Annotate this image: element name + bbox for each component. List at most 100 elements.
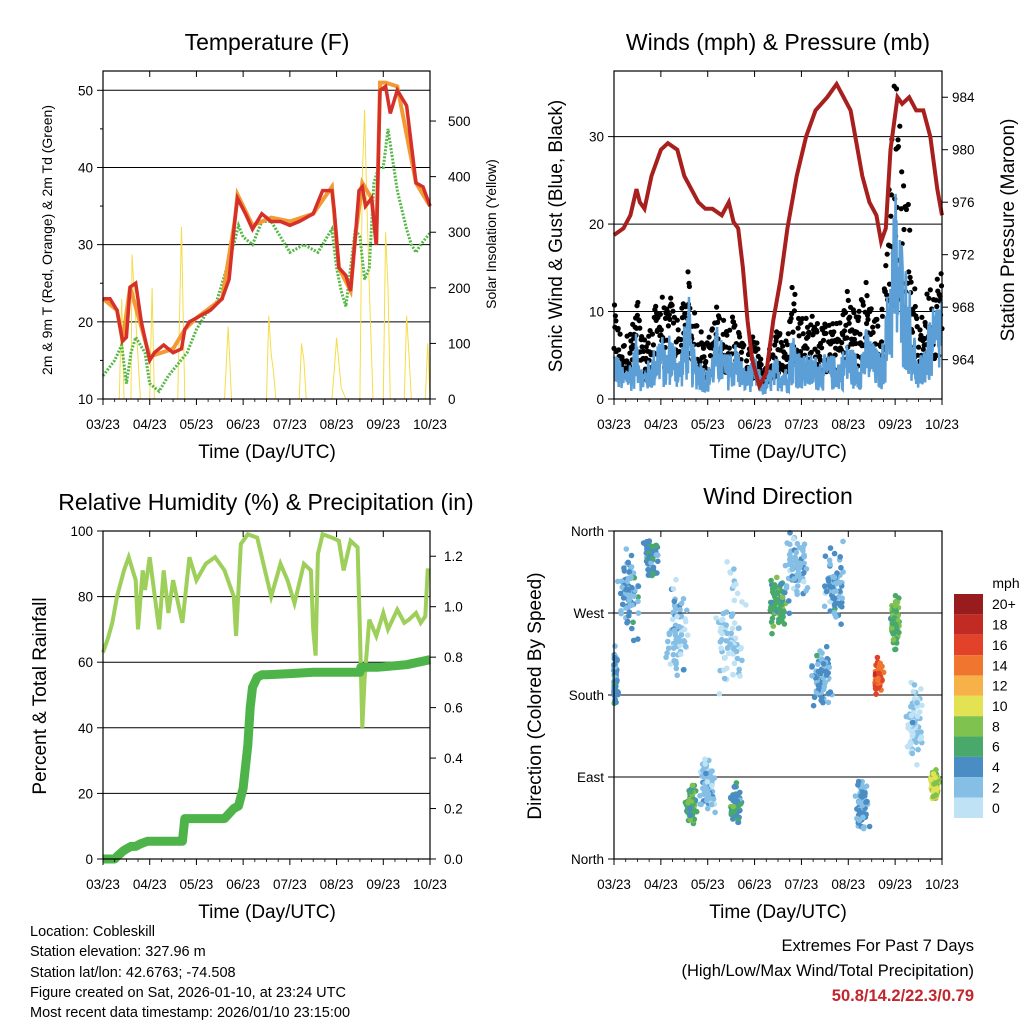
gust-point <box>755 346 761 352</box>
colorbar-swatch <box>954 634 983 656</box>
gust-point <box>847 314 853 320</box>
direction-point <box>827 561 833 568</box>
x-tick-label: 07/23 <box>273 877 307 892</box>
gust-point <box>875 323 881 329</box>
direction-point <box>613 699 619 706</box>
direction-point <box>709 782 715 789</box>
x-tick-label: 04/23 <box>133 417 167 432</box>
gust-point <box>841 328 848 334</box>
direction-point <box>825 699 832 706</box>
humidity-xlabel: Time (Day/UTC) <box>198 902 336 923</box>
direction-point <box>621 568 628 574</box>
direction-point <box>863 799 869 806</box>
direction-point <box>778 581 784 587</box>
gust-point <box>886 281 893 287</box>
direction-point <box>786 556 793 563</box>
direction-point <box>655 558 661 565</box>
direction-point <box>718 617 725 623</box>
colorbar-swatch <box>954 736 983 757</box>
y2-tick-label: 0.0 <box>444 852 463 867</box>
y-tick-label: East <box>577 770 604 785</box>
direction-point <box>743 602 749 608</box>
direction-point <box>625 559 631 566</box>
gust-point <box>888 192 895 198</box>
direction-point <box>783 585 790 591</box>
colorbar-swatch <box>954 777 983 798</box>
direction-point <box>876 663 882 670</box>
gust-point <box>634 312 641 318</box>
direction-point <box>721 667 727 673</box>
direction-point <box>710 796 717 802</box>
direction-point <box>635 610 642 616</box>
colorbar-swatch <box>954 655 983 676</box>
direction-point <box>719 636 725 643</box>
gust-point <box>738 349 745 355</box>
y2-tick-label: 972 <box>952 248 975 263</box>
gust-point <box>758 362 764 368</box>
temperature-ylabel: 2m & 9m T (Red, Orange) & 2m Td (Green) <box>39 105 55 375</box>
gust-point <box>883 263 889 269</box>
gust-point <box>901 226 907 233</box>
plot-frame <box>613 530 943 860</box>
gust-point <box>642 366 649 372</box>
direction-title: Wind Direction <box>703 483 853 509</box>
direction-point <box>904 743 911 750</box>
extremes-subtitle: (High/Low/Max Wind/Total Precipitation) <box>681 962 974 980</box>
direction-point <box>834 580 840 587</box>
wind-direction-panel: Wind Direction Time (Day/UTC) Direction … <box>525 483 1020 923</box>
direction-point <box>681 638 687 644</box>
direction-point <box>731 660 738 667</box>
direction-point <box>892 592 899 599</box>
direction-point <box>623 605 629 611</box>
gust-point <box>916 344 922 350</box>
direction-point <box>817 670 824 677</box>
gust-point <box>714 304 720 310</box>
gust-point <box>657 311 664 317</box>
colorbar-swatch <box>954 716 983 737</box>
gust-point <box>627 350 633 356</box>
station-latlon: Station lat/lon: 42.6763; -74.508 <box>30 964 236 981</box>
direction-point <box>682 643 689 650</box>
direction-point <box>722 654 728 661</box>
winds-xlabel: Time (Day/UTC) <box>709 442 847 463</box>
direction-point <box>913 739 919 746</box>
gust-point <box>903 206 910 213</box>
gust-point <box>686 283 693 290</box>
gust-point <box>808 322 814 328</box>
direction-point <box>737 673 743 679</box>
colorbar-tick-label: 12 <box>992 678 1008 694</box>
gust-point <box>853 340 859 347</box>
direction-point <box>831 550 838 557</box>
gust-point <box>938 271 944 277</box>
direction-point <box>626 613 632 619</box>
direction-point <box>716 691 723 697</box>
gust-point <box>868 306 874 312</box>
y2-tick-label: 964 <box>952 353 975 368</box>
direction-point <box>731 597 738 604</box>
gust-point <box>682 311 688 317</box>
x-tick-label: 09/23 <box>878 877 912 892</box>
gust-point <box>845 297 851 303</box>
direction-point <box>689 782 696 789</box>
gust-point <box>901 183 907 189</box>
gust-point <box>897 123 903 129</box>
gust-point <box>715 319 721 325</box>
gust-point <box>844 335 850 341</box>
direction-point <box>680 667 687 673</box>
gust-point <box>709 326 716 332</box>
colorbar-tick-label: 18 <box>992 617 1008 633</box>
direction-point <box>730 797 737 804</box>
gust-point <box>815 349 821 355</box>
direction-point <box>860 825 867 831</box>
gust-point <box>675 327 681 333</box>
direction-point <box>779 594 786 601</box>
direction-point <box>687 812 694 818</box>
direction-point <box>893 621 899 628</box>
gust-point <box>924 291 930 297</box>
direction-point <box>626 569 633 575</box>
gust-point <box>732 322 738 328</box>
direction-point <box>918 686 924 692</box>
direction-point <box>738 801 744 807</box>
x-tick-label: 09/23 <box>366 877 400 892</box>
